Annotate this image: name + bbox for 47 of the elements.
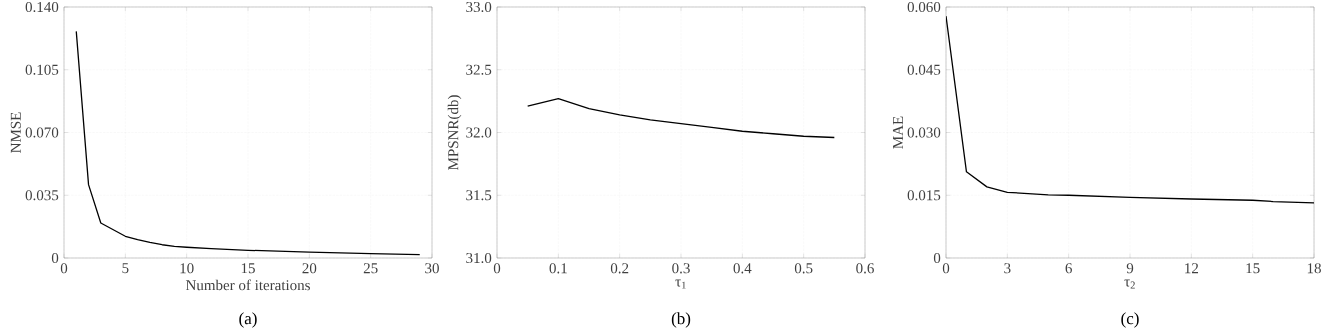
x-tick-label: 9 [1126,263,1134,274]
x-tick-label: 0 [493,263,501,274]
x-axis-title: τ$_{2}$ [1124,279,1135,289]
x-axis-title: τ$_{1}$ [675,279,686,289]
x-tick-label: 0.2 [610,263,629,274]
x-tick-label: 0.1 [549,263,567,274]
y-tick-label: 0 [933,252,941,264]
x-tick-label: 0.5 [794,263,813,274]
y-tick-label: 0.045 [907,64,941,75]
y-axis-title: MAE [892,116,903,149]
line-series [527,97,835,139]
x-tick-label: 15 [1246,263,1260,274]
y-tick-label: 0.030 [907,127,941,138]
y-tick-label: 31.0 [466,252,492,264]
y-axis-title: MPSNR(db) [447,95,462,170]
x-tick-label: 18 [1307,263,1321,274]
x-axis-title: Number of iterations [185,279,310,291]
y-tick-label: 0.015 [907,190,941,201]
x-tick-label: 20 [302,263,317,274]
text: (b) [671,312,691,328]
x-tick-label: 5 [122,263,129,274]
x-tick-label: 0.6 [856,263,874,274]
y-axis-title: NMSE [10,112,21,153]
x-tick-label: 0.3 [672,263,690,274]
x-tick-label: 25 [363,263,378,274]
x-tick-label: 10 [180,263,194,274]
y-tick-label: 32.5 [466,64,492,75]
text: (c) [1121,312,1139,328]
x-tick-label: 3 [1004,263,1011,274]
y-tick-label: 0.140 [25,1,59,13]
x-tick-label: 0 [60,263,68,274]
line-series [946,15,1315,204]
y-tick-label: 33.0 [466,1,492,13]
y-tick-label: 0.060 [907,1,941,13]
x-tick-label: 0.4 [733,263,752,274]
x-tick-label: 0 [942,263,950,274]
y-tick-label: 0.035 [25,190,59,201]
y-tick-label: 32.0 [466,127,492,138]
y-tick-label: 0 [51,252,59,264]
y-tick-label: 0.105 [25,64,59,75]
y-tick-label: 0.070 [25,127,59,138]
x-tick-label: 30 [425,263,439,274]
x-tick-label: 6 [1065,263,1072,274]
x-tick-label: 15 [241,263,255,274]
y-tick-label: 31.5 [466,190,492,201]
text: (a) [239,312,257,328]
x-tick-label: 12 [1185,263,1199,274]
